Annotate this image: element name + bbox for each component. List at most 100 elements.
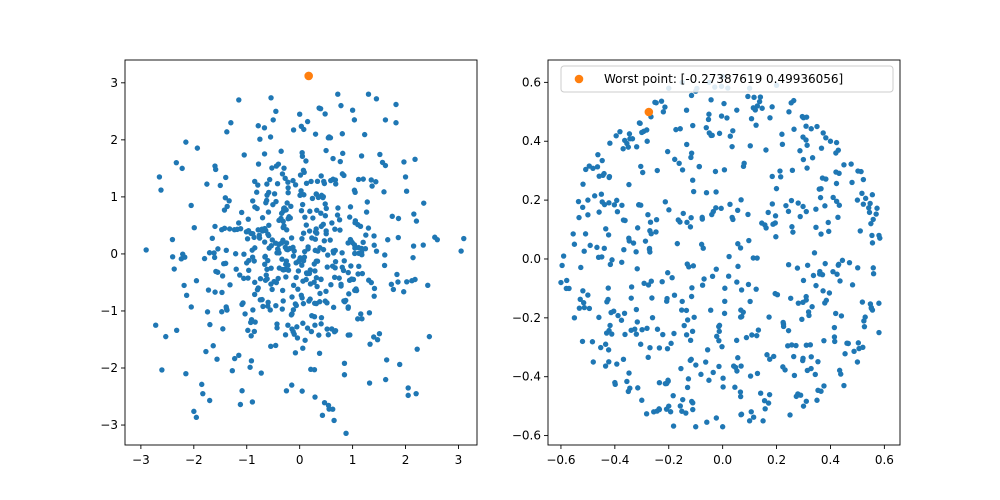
scatter-point: [690, 188, 697, 195]
scatter-point: [248, 316, 255, 323]
scatter-point: [772, 220, 778, 226]
scatter-point: [381, 189, 387, 195]
scatter-point: [750, 255, 756, 261]
scatter-point: [876, 232, 882, 239]
scatter-point: [730, 216, 736, 223]
scatter-point: [857, 228, 863, 234]
scatter-point: [311, 261, 317, 267]
scatter-point: [358, 153, 365, 159]
scatter-point: [325, 332, 332, 338]
scatter-point: [766, 314, 772, 320]
scatter-point: [570, 231, 576, 237]
scatter-point: [317, 290, 323, 297]
scatter-point: [727, 201, 733, 208]
scatter-point: [667, 409, 674, 415]
x-tick-label: −0.4: [600, 453, 629, 467]
scatter-point: [733, 337, 740, 344]
scatter-point: [729, 143, 735, 150]
scatter-point: [241, 251, 247, 257]
scatter-point: [685, 376, 692, 382]
scatter-point: [638, 202, 644, 208]
scatter-point: [690, 122, 696, 129]
scatter-point: [371, 293, 377, 299]
scatter-point: [640, 169, 646, 176]
scatter-point: [803, 123, 809, 129]
scatter-point: [219, 273, 226, 279]
scatter-point: [282, 175, 288, 181]
scatter-point: [182, 254, 188, 260]
scatter-point: [295, 286, 301, 292]
scatter-point: [693, 424, 699, 430]
scatter-point: [826, 228, 832, 235]
scatter-point: [706, 377, 712, 383]
scatter-point: [810, 272, 817, 279]
scatter-point: [395, 234, 401, 241]
scatter-point: [364, 199, 370, 205]
scatter-point: [226, 198, 232, 204]
scatter-point: [738, 411, 744, 418]
scatter-point: [800, 203, 806, 210]
scatter-point: [298, 208, 305, 214]
scatter-point: [620, 146, 626, 152]
scatter-point: [665, 270, 671, 276]
scatter-point: [309, 312, 315, 319]
scatter-point: [257, 136, 263, 142]
scatter-point: [356, 263, 362, 270]
scatter-point: [558, 279, 564, 286]
scatter-point: [210, 343, 216, 349]
scatter-point: [345, 304, 351, 310]
scatter-point: [641, 280, 647, 286]
scatter-point: [325, 252, 331, 258]
scatter-point: [836, 367, 843, 374]
scatter-point: [653, 217, 660, 223]
scatter-point: [351, 187, 358, 193]
scatter-point: [321, 238, 328, 244]
scatter-point: [290, 253, 297, 259]
scatter-point: [614, 197, 620, 204]
scatter-point: [434, 236, 440, 243]
scatter-point: [339, 250, 345, 256]
y-tick-label: −3: [100, 418, 118, 432]
scatter-point: [646, 245, 653, 252]
scatter-point: [276, 265, 283, 271]
scatter-point: [179, 165, 185, 172]
scatter-point: [817, 194, 824, 201]
scatter-point: [804, 262, 811, 268]
scatter-point: [355, 316, 361, 322]
scatter-point: [332, 258, 339, 265]
scatter-point: [206, 397, 213, 404]
scatter-point: [708, 97, 714, 103]
scatter-point: [804, 367, 811, 374]
scatter-point: [341, 298, 347, 304]
scatter-point: [712, 168, 719, 175]
scatter-point: [359, 270, 366, 277]
scatter-point: [163, 333, 169, 340]
scatter-point: [273, 108, 279, 115]
scatter-point: [311, 300, 318, 306]
scatter-point: [245, 327, 251, 334]
scatter-point: [619, 259, 625, 265]
y-tick-label: 0.0: [522, 252, 541, 266]
scatter-point: [737, 245, 744, 251]
scatter-point: [580, 204, 586, 211]
scatter-point: [612, 379, 618, 386]
scatter-point: [649, 295, 655, 301]
scatter-point: [289, 294, 295, 300]
scatter-point: [203, 348, 209, 355]
scatter-point: [689, 285, 695, 291]
scatter-point: [403, 188, 410, 194]
scatter-point: [622, 331, 628, 338]
scatter-point: [223, 306, 230, 312]
scatter-point: [833, 198, 840, 204]
scatter-point: [635, 385, 641, 391]
scatter-point: [753, 286, 759, 292]
scatter-point: [159, 367, 165, 373]
scatter-point: [204, 309, 211, 315]
scatter-point: [173, 159, 180, 166]
legend-box: [560, 65, 894, 93]
scatter-point: [366, 380, 373, 386]
scatter-point: [214, 356, 220, 362]
scatter-point: [318, 314, 325, 321]
scatter-point: [193, 414, 200, 421]
x-tick-label: −0.2: [654, 453, 683, 467]
